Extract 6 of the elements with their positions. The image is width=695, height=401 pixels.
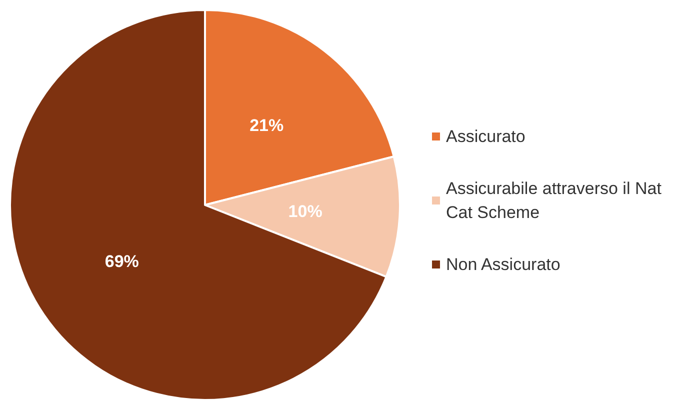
data-label: 21% bbox=[250, 116, 284, 136]
data-label: 10% bbox=[288, 202, 322, 221]
legend-label: Non Assicurato bbox=[446, 255, 560, 274]
legend-label: Assicurabile attraverso il Nat Cat Scheme bbox=[446, 179, 666, 222]
data-label: 69% bbox=[104, 252, 139, 271]
legend-label: Assicurato bbox=[446, 127, 526, 146]
